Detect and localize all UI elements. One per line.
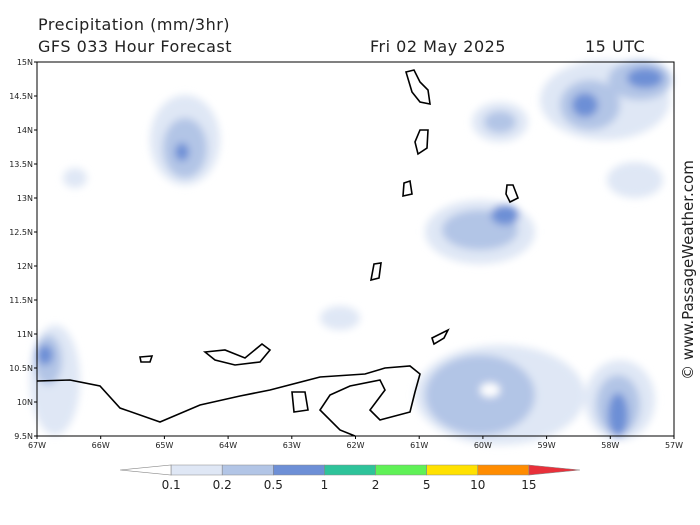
lon-label: 66W <box>92 441 110 450</box>
legend-label: 15 <box>521 478 536 492</box>
date: Fri 02 May 2025 <box>370 37 506 56</box>
legend-swatch <box>528 464 581 476</box>
lat-label: 14N <box>17 126 33 135</box>
lon-label: 59W <box>538 441 556 450</box>
credit: © www.PassageWeather.com <box>679 160 697 380</box>
lat-label: 10N <box>17 398 33 407</box>
legend: 0.1 0.2 0.5 1 2 5 10 15 <box>119 464 581 492</box>
legend-swatch <box>119 464 172 476</box>
precip <box>30 60 672 445</box>
legend-label: 1 <box>321 478 329 492</box>
legend-label: 0.1 <box>162 478 181 492</box>
legend-swatch <box>426 464 479 476</box>
lat-label: 15N <box>17 58 33 67</box>
lon-label: 63W <box>283 441 301 450</box>
legend-swatch <box>375 464 427 476</box>
lat-label: 11N <box>17 330 33 339</box>
legend-label: 5 <box>423 478 431 492</box>
axes: 15N 14.5N 14N 13.5N 13N 12.5N 12N 11.5N 11N 10.5N… <box>9 58 683 450</box>
lat-label: 12.5N <box>9 228 33 237</box>
legend-swatch <box>477 464 530 476</box>
lat-label: 12N <box>17 262 33 271</box>
time: 15 UTC <box>585 37 645 56</box>
lat-label: 11.5N <box>9 296 33 305</box>
lat-label: 14.5N <box>9 92 33 101</box>
legend-swatch <box>273 464 325 476</box>
lon-label: 67W <box>28 441 46 450</box>
subtitle: GFS 033 Hour Forecast <box>38 37 232 56</box>
lon-label: 60W <box>474 441 492 450</box>
lon-label: 58W <box>601 441 619 450</box>
legend-swatch <box>324 464 376 476</box>
lat-label: 13.5N <box>9 160 33 169</box>
legend-label: 2 <box>372 478 380 492</box>
lat-label: 13N <box>17 194 33 203</box>
lon-label: 64W <box>219 441 237 450</box>
lat-label: 9.5N <box>14 432 33 441</box>
legend-label: 0.2 <box>213 478 232 492</box>
title: Precipitation (mm/3hr) <box>38 15 230 34</box>
lon-label: 57W <box>665 441 683 450</box>
legend-swatch <box>170 464 223 476</box>
lon-label: 62W <box>346 441 364 450</box>
lon-label: 65W <box>155 441 173 450</box>
coastlines <box>36 69 520 437</box>
legend-swatch <box>221 464 274 476</box>
lat-label: 10.5N <box>9 364 33 373</box>
legend-label: 10 <box>470 478 485 492</box>
legend-label: 0.5 <box>264 478 283 492</box>
lon-label: 61W <box>410 441 428 450</box>
